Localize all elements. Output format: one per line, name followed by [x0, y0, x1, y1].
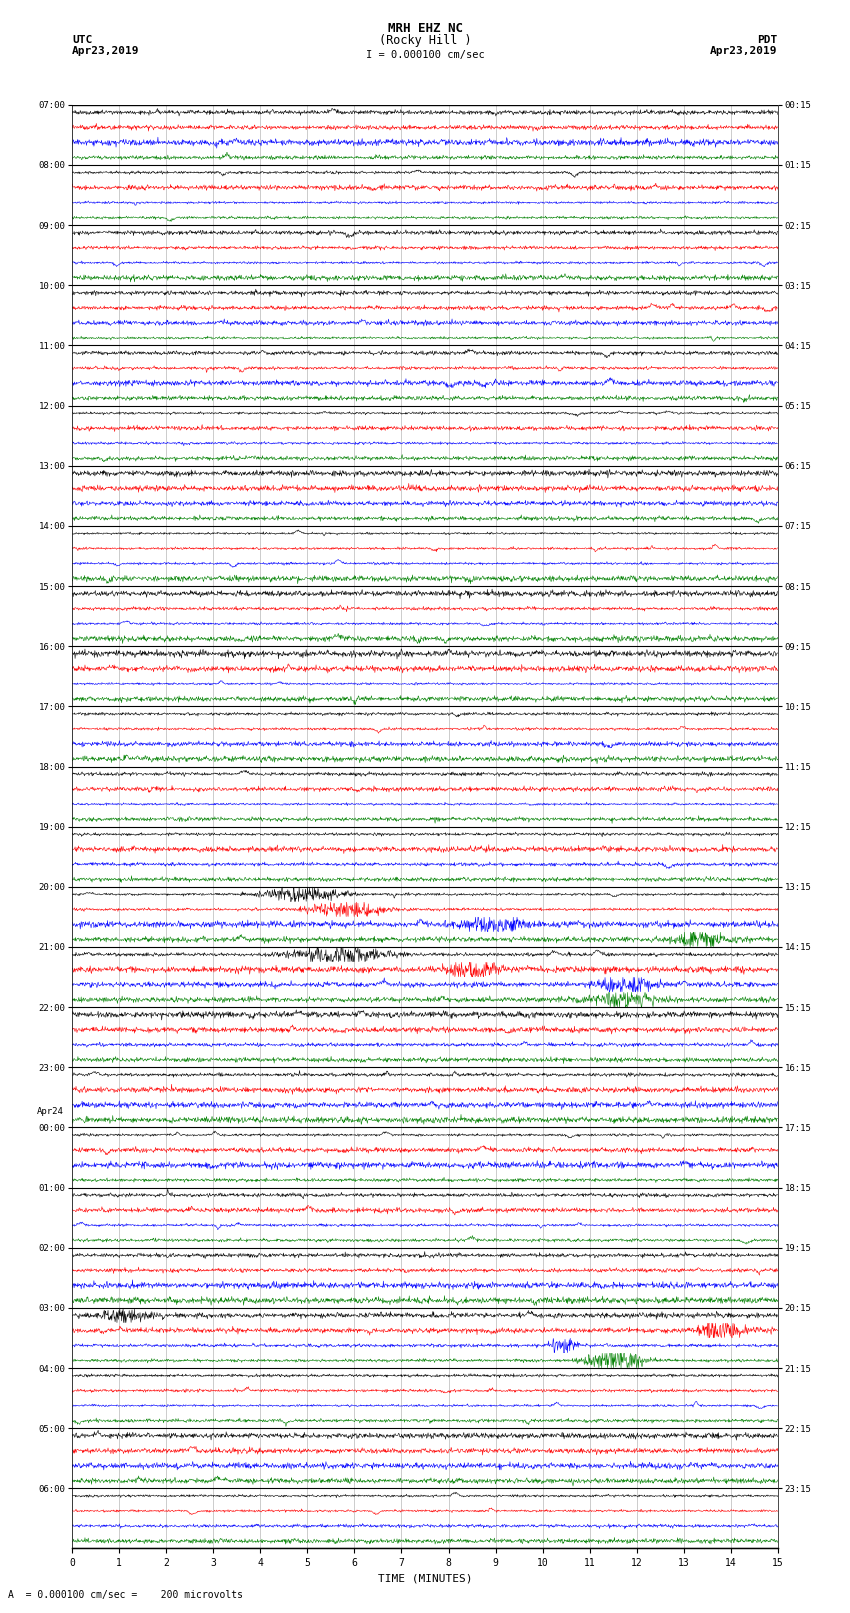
Text: Apr24: Apr24	[37, 1107, 64, 1116]
Text: UTC: UTC	[72, 35, 93, 45]
Text: Apr23,2019: Apr23,2019	[72, 47, 139, 56]
Text: PDT: PDT	[757, 35, 778, 45]
Text: A  = 0.000100 cm/sec =    200 microvolts: A = 0.000100 cm/sec = 200 microvolts	[8, 1590, 243, 1600]
Text: (Rocky Hill ): (Rocky Hill )	[379, 34, 471, 47]
X-axis label: TIME (MINUTES): TIME (MINUTES)	[377, 1574, 473, 1584]
Text: MRH EHZ NC: MRH EHZ NC	[388, 23, 462, 35]
Text: I = 0.000100 cm/sec: I = 0.000100 cm/sec	[366, 50, 484, 60]
Text: Apr23,2019: Apr23,2019	[711, 47, 778, 56]
